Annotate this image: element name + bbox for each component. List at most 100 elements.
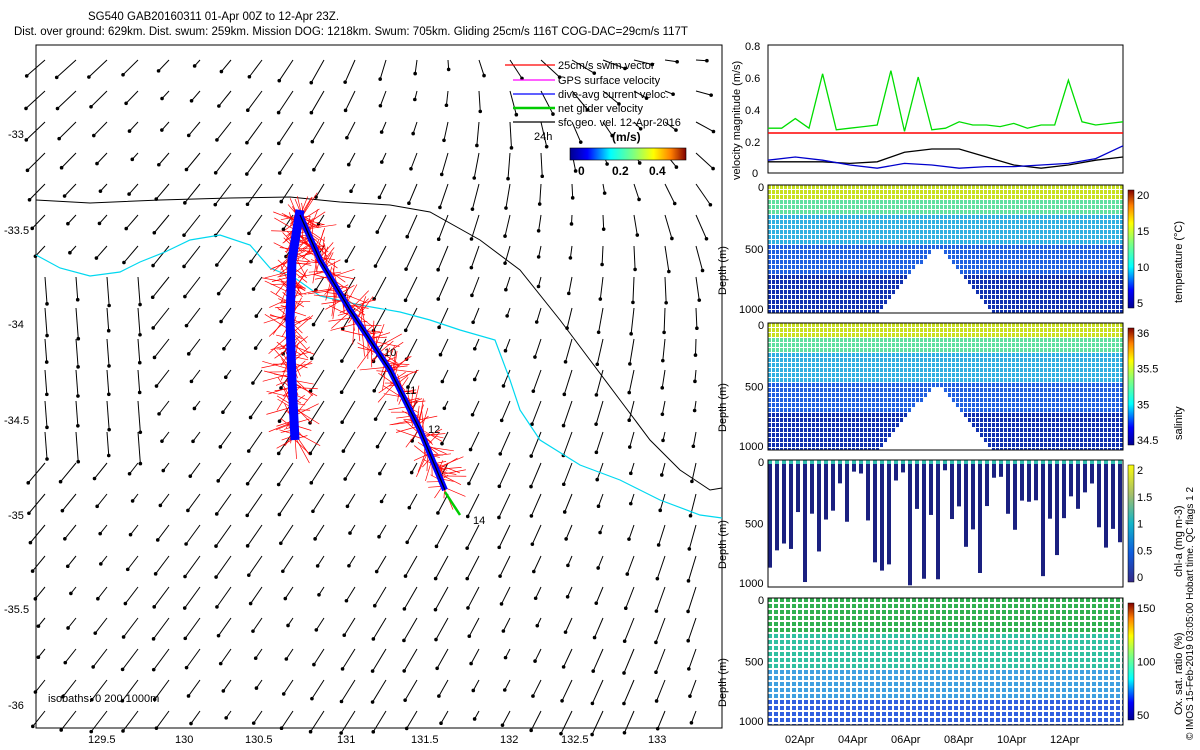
arrow-head <box>472 346 477 351</box>
arrow-head <box>595 362 600 367</box>
geo-velocity-arrow <box>216 245 232 266</box>
geo-velocity-arrow <box>310 90 325 113</box>
geo-velocity-arrow <box>468 462 480 484</box>
arrow-head <box>189 98 194 103</box>
arrow-head <box>68 250 72 255</box>
geo-velocity-arrow <box>183 214 201 236</box>
arrow-head <box>89 729 94 734</box>
geo-velocity-arrow <box>569 245 573 258</box>
arrow-head <box>107 427 111 432</box>
geo-velocity-arrow <box>466 555 480 579</box>
geo-velocity-arrow <box>509 121 512 148</box>
swim-vector <box>340 329 368 337</box>
panel-frame <box>767 597 1124 726</box>
arrow-head <box>340 359 344 363</box>
arrow-head <box>93 631 98 635</box>
arrow-head <box>186 133 191 138</box>
geo-velocity-arrow <box>375 245 387 267</box>
arrow-head <box>223 375 228 380</box>
geo-velocity-arrow <box>476 121 480 146</box>
arrow-head <box>370 669 375 673</box>
geo-velocity-arrow <box>602 214 605 230</box>
arrow-head <box>436 511 440 515</box>
arrow-head <box>594 450 599 455</box>
arrow-head <box>563 630 568 634</box>
arrow-head <box>349 189 353 193</box>
arrow-head <box>403 698 407 702</box>
geo-velocity-arrow <box>563 462 573 485</box>
arrow-head <box>156 69 161 73</box>
geo-velocity-arrow <box>472 307 480 323</box>
arrow-head <box>107 303 111 308</box>
arrow-head <box>339 390 344 395</box>
arrow-head <box>375 444 380 449</box>
arrow-head <box>533 596 538 601</box>
arrow-head <box>95 161 99 166</box>
arrow-head <box>691 444 696 449</box>
arrow-head <box>246 449 251 453</box>
arrow-head <box>573 169 578 173</box>
geo-velocity-arrow <box>35 245 46 257</box>
arrow-head <box>124 226 129 231</box>
geo-velocity-arrow <box>32 710 46 727</box>
arrow-head <box>121 729 125 733</box>
arrow-head <box>590 701 595 706</box>
geo-velocity-arrow <box>662 338 666 361</box>
swim-vector <box>436 457 458 471</box>
geo-velocity-arrow <box>343 276 356 296</box>
arrow-head <box>189 379 194 384</box>
arrow-head <box>465 546 469 550</box>
arrow-head <box>245 513 250 518</box>
panel-colorbar <box>1127 464 1135 583</box>
arrow-head <box>596 504 601 508</box>
arrow-head <box>24 138 29 142</box>
arrow-head <box>279 199 284 204</box>
arrow-head <box>121 635 126 639</box>
geo-velocity-arrow <box>216 493 232 515</box>
geo-velocity-arrow <box>278 462 294 485</box>
arrow-head <box>279 541 283 546</box>
geo-velocity-arrow <box>188 338 201 355</box>
arrow-head <box>251 629 255 633</box>
net-velocity <box>443 491 462 516</box>
swim-vector <box>331 286 337 317</box>
geo-velocity-arrow <box>379 59 387 80</box>
geo-velocity-arrow <box>378 524 387 537</box>
geo-velocity-arrow <box>595 586 604 604</box>
arrow-head <box>610 133 615 138</box>
geo-velocity-arrow <box>246 493 263 516</box>
geo-velocity-arrow <box>30 524 46 543</box>
arrow-head <box>153 572 158 576</box>
geo-velocity-arrow <box>565 338 573 362</box>
geo-velocity-arrow <box>190 710 201 724</box>
arrow-head <box>638 127 643 131</box>
arrow-head <box>557 75 562 79</box>
geo-velocity-arrow <box>75 431 79 462</box>
geo-velocity-arrow <box>280 524 294 544</box>
geo-velocity-arrow <box>441 431 449 444</box>
vel-ylabel: velocity magnitude (m/s) <box>731 61 743 180</box>
arrow-head <box>216 479 221 483</box>
arrow-head <box>130 499 135 503</box>
arrow-head <box>222 346 226 351</box>
arrow-head <box>76 336 81 341</box>
arrow-head <box>688 513 693 518</box>
vel-ytick: 0 <box>752 168 758 180</box>
arrow-head <box>91 133 96 138</box>
velocity-frame <box>767 44 1124 174</box>
geo-velocity-arrow <box>664 183 676 204</box>
geo-velocity-arrow <box>216 586 232 608</box>
arrow-head <box>598 530 602 535</box>
geo-velocity-arrow <box>566 307 573 329</box>
swim-vector <box>421 432 444 439</box>
geo-velocity-arrow <box>309 431 325 454</box>
geo-velocity-arrow <box>28 493 46 514</box>
arrow-head <box>403 574 408 578</box>
geo-velocity-arrow <box>692 431 697 447</box>
arrow-head <box>245 482 250 486</box>
geo-velocity-arrow <box>214 183 232 205</box>
geo-velocity-arrow <box>341 400 356 423</box>
arrow-head <box>594 422 598 426</box>
geo-velocity-arrow <box>152 245 170 266</box>
arrow-head <box>695 326 699 331</box>
